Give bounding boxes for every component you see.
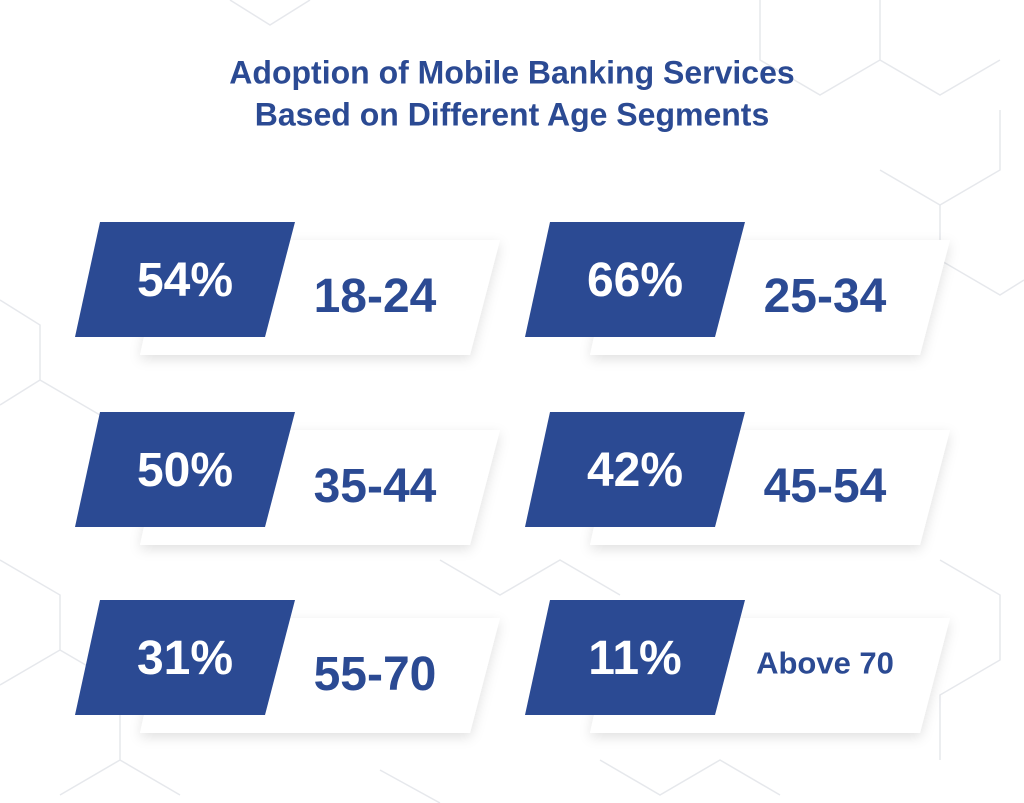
stat-card: 42% 45-54 bbox=[525, 412, 950, 545]
stat-card: 31% 55-70 bbox=[75, 600, 500, 733]
cards: 54% 18-24 66% 25-34 50% 35-44 42% 45-54 31% 55-70… bbox=[75, 222, 950, 733]
age-segment: Above 70 bbox=[756, 646, 894, 681]
value-panel bbox=[75, 222, 295, 337]
value-panel bbox=[75, 412, 295, 527]
stat-card: 66% 25-34 bbox=[525, 222, 950, 355]
stat-value: 50% bbox=[137, 444, 233, 497]
stat-value: 11% bbox=[588, 632, 681, 685]
stat-card: 50% 35-44 bbox=[75, 412, 500, 545]
value-panel bbox=[525, 222, 745, 337]
stat-card: 11% Above 70 bbox=[525, 600, 950, 733]
value-panel bbox=[525, 600, 745, 715]
value-panel bbox=[525, 412, 745, 527]
stat-value: 42% bbox=[587, 444, 683, 497]
age-segment: 45-54 bbox=[764, 460, 887, 513]
value-panel bbox=[75, 600, 295, 715]
title-line: Based on Different Age Segments bbox=[255, 96, 769, 132]
age-segment: 35-44 bbox=[314, 460, 437, 513]
stat-card: 54% 18-24 bbox=[75, 222, 500, 355]
age-segment: 55-70 bbox=[314, 648, 437, 701]
stat-value: 54% bbox=[137, 254, 233, 307]
age-segment: 18-24 bbox=[314, 270, 437, 323]
stat-value: 66% bbox=[587, 254, 683, 307]
age-segment: 25-34 bbox=[764, 270, 887, 323]
stat-value: 31% bbox=[137, 632, 233, 685]
title-line: Adoption of Mobile Banking Services bbox=[229, 54, 794, 90]
